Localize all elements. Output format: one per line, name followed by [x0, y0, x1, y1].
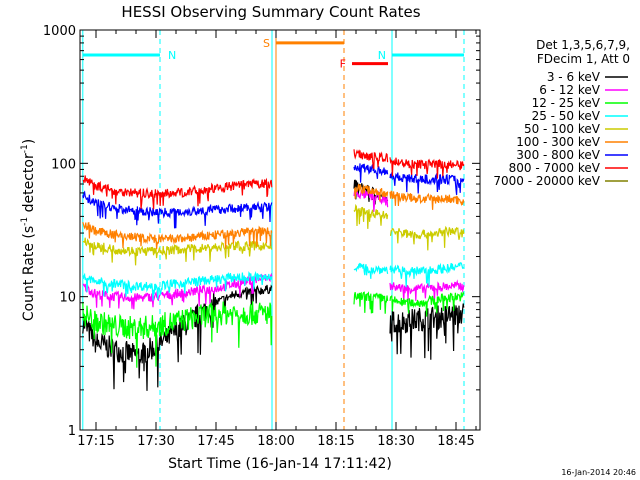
x-tick-label-4: 18:15	[317, 434, 354, 449]
series-line-7-segment-2	[389, 157, 465, 179]
legend-label-5: 100 - 300 keV	[516, 135, 600, 149]
y-tick-label-2: 100	[51, 157, 76, 172]
footer-timestamp: 16-Jan-2014 20:46	[561, 468, 636, 477]
legend-label-2: 12 - 25 keV	[532, 96, 601, 110]
series-line-1-segment-0	[82, 272, 273, 310]
series-line-3-segment-1	[353, 262, 389, 279]
series-line-6-segment-2	[389, 172, 465, 195]
legend-label-3: 25 - 50 keV	[532, 109, 601, 123]
y-axis-label: Count Rate (s-1 detector-1)	[20, 139, 37, 321]
x-tick-label-6: 18:45	[437, 434, 474, 449]
series-line-7-segment-0	[82, 175, 273, 210]
series-line-2-segment-1	[353, 291, 389, 314]
series-line-4-segment-0	[82, 237, 273, 266]
y-tick-label-1: 10	[59, 291, 76, 306]
series-line-2-segment-0	[82, 301, 273, 368]
series-line-5-segment-2	[389, 190, 465, 210]
x-tick-label-2: 17:45	[197, 434, 234, 449]
status-bar-label-3: F	[340, 58, 346, 71]
status-bar-label-1: N	[378, 49, 386, 62]
legend-label-0: 3 - 6 keV	[547, 70, 601, 84]
legend-label-4: 50 - 100 keV	[524, 122, 601, 136]
status-bar-label-0: N	[168, 49, 176, 62]
y-axis: 1 10 100 1000	[43, 24, 480, 439]
x-axis-label: Start Time (16-Jan-14 17:11:42)	[168, 456, 392, 472]
y-tick-label-0: 1	[68, 424, 76, 439]
x-tick-label-5: 18:30	[377, 434, 414, 449]
legend-label-6: 300 - 800 keV	[516, 148, 600, 162]
series-line-2-segment-2	[389, 291, 465, 317]
series-line-4-segment-1	[353, 203, 389, 229]
series-line-4-segment-2	[390, 225, 465, 251]
chart-title: HESSI Observing Summary Count Rates	[121, 3, 420, 21]
x-tick-label-0: 17:15	[77, 434, 114, 449]
series-line-3-segment-2	[389, 261, 464, 288]
series-line-1-segment-2	[389, 279, 465, 303]
legend-label-1: 6 - 12 keV	[539, 83, 601, 97]
x-tick-label-3: 18:00	[257, 434, 294, 449]
legend-label-7: 800 - 7000 keV	[509, 161, 601, 175]
x-tick-label-1: 17:30	[137, 434, 174, 449]
legend-header-line-1: Det 1,3,5,6,7,9,	[536, 38, 630, 52]
plot-frame	[79, 29, 481, 431]
x-axis: 17:15 17:30 17:45 18:00 18:15 18:30 18:45	[77, 30, 477, 449]
plot-area: N N S F	[82, 30, 465, 430]
legend: Det 1,3,5,6,7,9, FDecim 1, Att 0 3 - 6 k…	[493, 38, 630, 188]
legend-header-line-2: FDecim 1, Att 0	[537, 52, 630, 66]
y-tick-label-3: 1000	[43, 24, 76, 39]
legend-label-8: 7000 - 20000 keV	[493, 174, 600, 188]
series-line-6-segment-0	[82, 190, 273, 229]
series-line-7-segment-1	[353, 149, 389, 170]
series-line-5-segment-0	[82, 221, 273, 250]
status-bar-label-2: S	[263, 37, 270, 50]
series-line-5-segment-1	[353, 183, 389, 202]
series-line-6-segment-1	[353, 163, 389, 183]
series-line-3-segment-0	[82, 270, 273, 301]
